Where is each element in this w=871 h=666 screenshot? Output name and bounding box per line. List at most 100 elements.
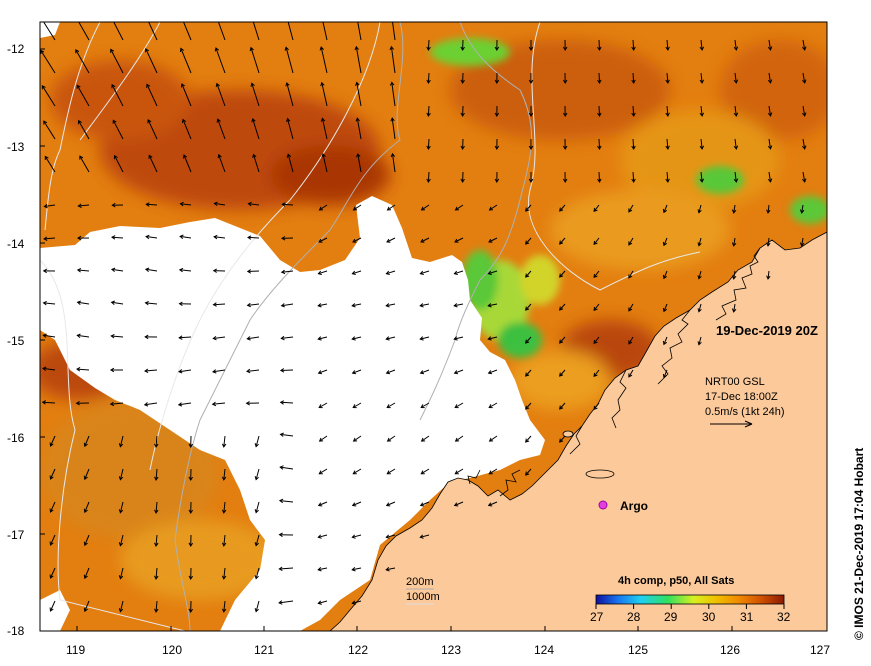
current-vector-head — [802, 178, 807, 183]
current-vector-head — [631, 145, 636, 150]
current-vector — [559, 237, 566, 245]
current-vector — [111, 236, 124, 239]
current-vector — [698, 204, 702, 213]
current-vector — [247, 236, 260, 239]
current-vector — [733, 204, 736, 213]
current-vector — [489, 204, 498, 211]
current-vector — [178, 402, 192, 406]
current-vector — [454, 402, 464, 408]
current-vector — [352, 303, 362, 307]
current-vector-head — [487, 336, 492, 341]
current-vector — [628, 237, 634, 246]
current-vector-head — [767, 112, 773, 117]
current-vector — [525, 369, 532, 377]
current-vector — [212, 369, 226, 373]
contour-1000m-label: 1000m — [406, 591, 440, 603]
current-vector — [489, 468, 498, 475]
current-vector — [593, 204, 600, 212]
current-vector-head — [178, 267, 184, 273]
current-vector-head — [76, 300, 81, 305]
current-vector-head — [662, 274, 667, 280]
current-vector — [111, 301, 124, 305]
current-vector-head — [352, 238, 357, 243]
current-vector-head — [178, 301, 183, 307]
current-vector-head — [214, 47, 220, 52]
current-vector-head — [318, 238, 323, 243]
current-vector-head — [628, 208, 633, 213]
current-vector — [280, 433, 294, 437]
current-vector — [427, 138, 430, 150]
current-vector — [119, 534, 124, 546]
current-vector — [420, 534, 430, 538]
current-vector — [247, 270, 260, 272]
current-vector — [78, 120, 90, 140]
current-vector-head — [351, 534, 356, 539]
current-vector-head — [154, 476, 159, 481]
current-vector-head — [320, 11, 324, 14]
current-vector — [387, 204, 396, 211]
current-vector-head — [254, 575, 259, 580]
current-vector-head — [285, 82, 290, 87]
current-vector-head — [454, 437, 460, 442]
current-vector — [287, 22, 294, 41]
current-vector-head — [278, 532, 283, 538]
current-vector-head — [386, 238, 391, 243]
current-vector-head — [802, 46, 807, 51]
current-vector-head — [559, 372, 564, 377]
current-vector — [454, 501, 464, 506]
lat-tick: -15 — [7, 334, 25, 348]
current-vector-head — [487, 303, 492, 308]
current-vector-head — [318, 437, 324, 442]
current-vector-head — [351, 567, 356, 572]
current-vector — [112, 120, 124, 140]
current-vector-head — [799, 209, 805, 214]
current-vector-head — [420, 404, 425, 409]
current-vector — [357, 22, 362, 41]
current-vector-head — [460, 79, 465, 84]
current-vector-head — [154, 542, 159, 547]
current-vector — [357, 153, 362, 173]
current-vector — [801, 204, 804, 213]
current-vector — [593, 270, 600, 278]
current-vector-head — [562, 178, 568, 183]
colorbar-tick: 30 — [702, 610, 716, 624]
current-vector-head — [178, 369, 183, 374]
current-vector-head — [454, 238, 459, 243]
current-vector — [356, 118, 362, 140]
current-vector-head — [286, 153, 292, 158]
map-frame — [39, 21, 828, 632]
current-vector-head — [179, 234, 184, 239]
current-vector — [700, 138, 703, 149]
current-vector — [632, 171, 635, 183]
current-vector-head — [528, 46, 534, 51]
current-vector — [666, 171, 669, 183]
current-vector — [525, 204, 532, 212]
current-vector — [44, 237, 56, 240]
current-vector-head — [562, 145, 568, 150]
current-vector — [318, 534, 328, 538]
current-vector-head — [525, 372, 530, 377]
current-vector-head — [802, 112, 807, 117]
current-vector-head — [118, 443, 124, 448]
current-vector — [488, 402, 498, 408]
current-vector — [559, 270, 566, 278]
current-vector-head — [252, 153, 257, 159]
current-vector-head — [188, 476, 194, 481]
current-vector-head — [221, 608, 227, 613]
lon-tick: 127 — [810, 643, 830, 657]
current-vector-head — [118, 608, 124, 613]
current-vector-head — [213, 201, 218, 206]
current-vector — [767, 270, 770, 279]
current-vector-head — [118, 575, 124, 580]
current-vector — [767, 204, 770, 213]
current-vector-head — [279, 465, 284, 470]
current-vector — [427, 171, 430, 183]
current-vector-head — [213, 234, 218, 240]
current-vector-head — [731, 275, 737, 280]
current-vector-head — [318, 470, 323, 475]
current-vector — [559, 303, 566, 311]
current-vector-head — [42, 268, 48, 274]
current-vector — [598, 39, 600, 51]
current-vector — [454, 303, 464, 307]
